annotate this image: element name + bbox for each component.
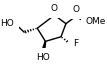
- Text: F: F: [73, 40, 78, 49]
- Text: HO: HO: [36, 53, 50, 62]
- Text: HO: HO: [1, 19, 14, 28]
- Text: OMe: OMe: [86, 17, 106, 26]
- Text: O: O: [51, 4, 58, 13]
- Polygon shape: [42, 41, 46, 52]
- Text: O: O: [72, 5, 79, 14]
